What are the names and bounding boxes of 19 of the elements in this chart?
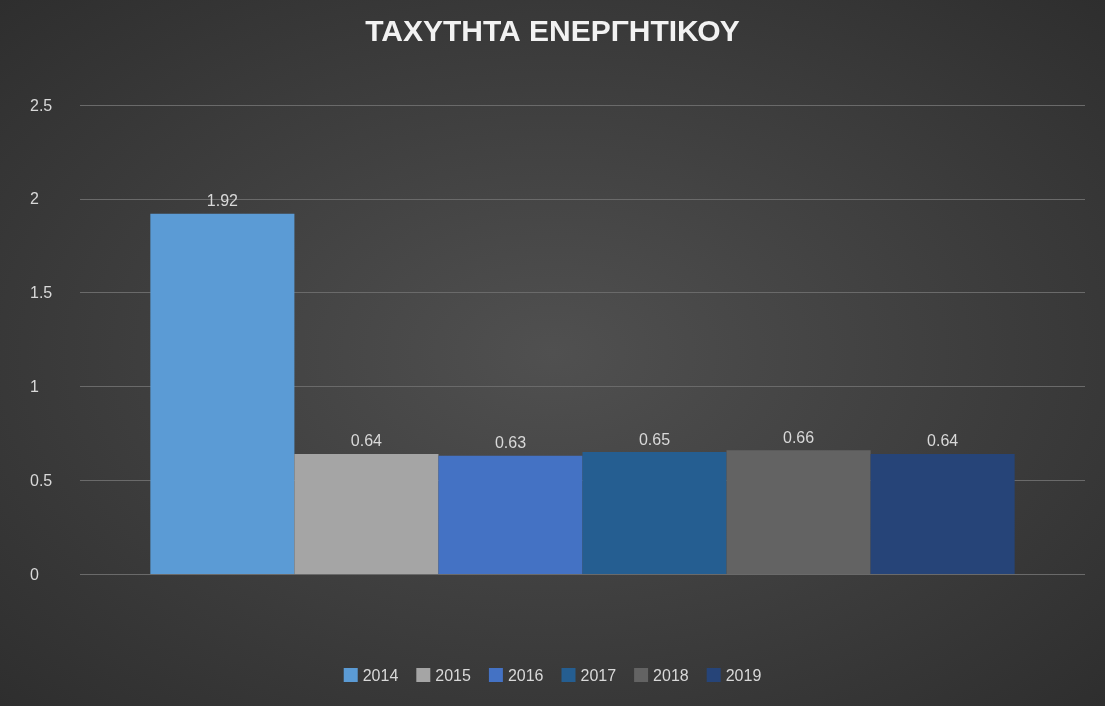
- data-label: 0.65: [638, 430, 671, 448]
- y-tick-label: 0: [30, 565, 39, 583]
- data-label: 0.64: [927, 432, 959, 450]
- y-tick-label: 2.5: [30, 96, 53, 114]
- legend-label: 2014: [362, 666, 399, 684]
- data-label: 0.63: [494, 434, 527, 452]
- legend-label: 2015: [435, 666, 472, 684]
- y-tick-label: 1: [30, 377, 39, 395]
- y-tick-label: 2: [30, 190, 39, 208]
- y-tick-label: 1.5: [30, 284, 53, 302]
- legend-label: 2016: [507, 666, 544, 684]
- data-label: 0.64: [350, 432, 383, 450]
- chart-title: ΤΑΧΥΤΗΤΑ ΕΝΕΡΓΗΤΙΚΟΥ: [365, 13, 740, 47]
- data-label: 1.92: [206, 192, 239, 210]
- legend-label: 2017: [580, 666, 617, 684]
- y-tick-label: 0.5: [30, 471, 53, 489]
- legend-label: 2019: [725, 666, 762, 684]
- legend-label: 2018: [653, 666, 689, 684]
- data-label: 0.66: [783, 428, 815, 446]
